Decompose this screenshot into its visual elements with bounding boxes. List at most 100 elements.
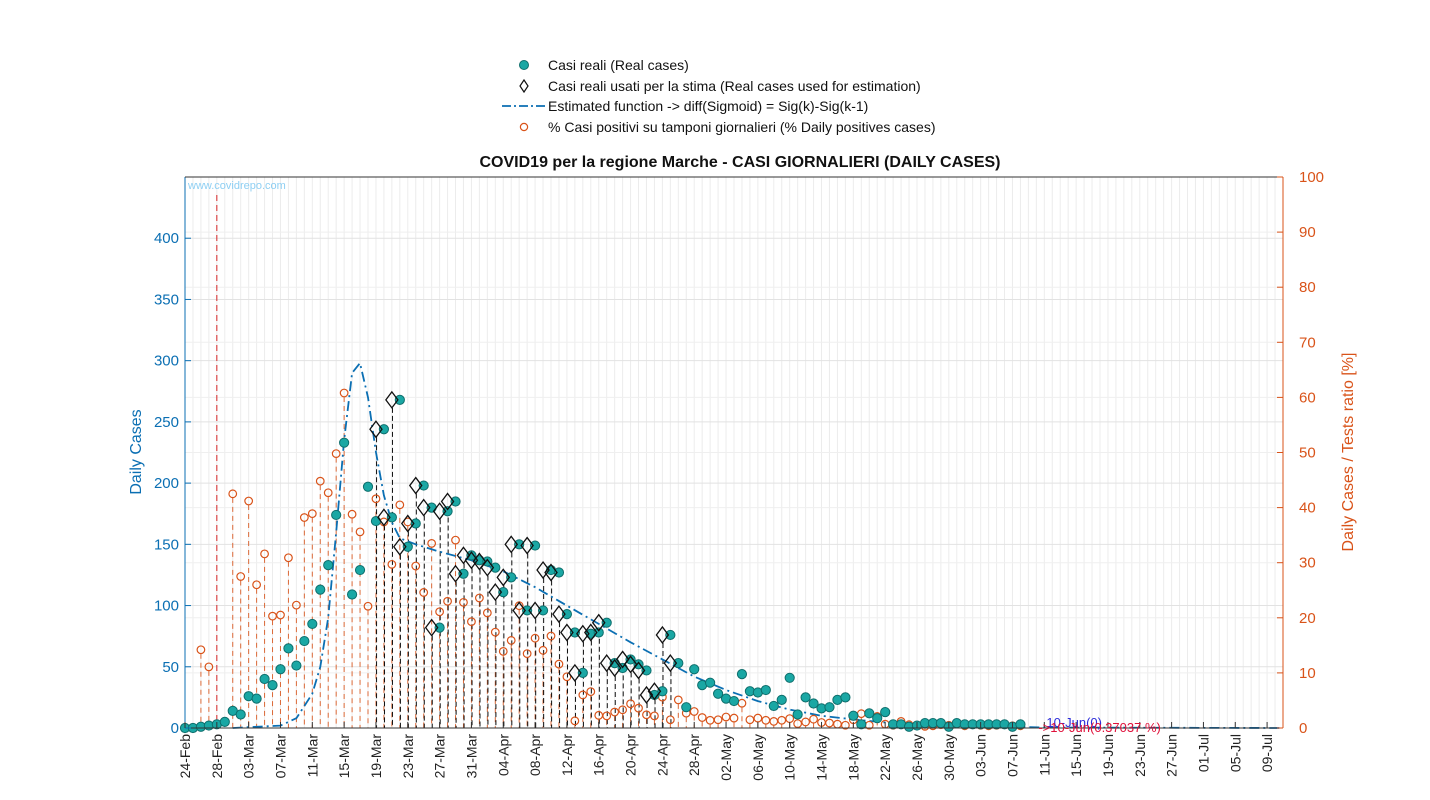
pct-point xyxy=(713,715,723,725)
pct-point xyxy=(307,509,317,519)
used-point xyxy=(504,535,519,554)
pct-point xyxy=(840,720,850,730)
real-point xyxy=(824,702,835,713)
real-point xyxy=(386,512,397,523)
real-point xyxy=(339,437,350,448)
pct-point xyxy=(482,608,492,618)
used-point xyxy=(512,601,526,620)
pct-point xyxy=(562,672,572,682)
used-point xyxy=(552,605,566,624)
real-point xyxy=(864,708,875,719)
pct-point xyxy=(411,561,421,571)
pct-point xyxy=(252,580,262,590)
x-tick-label: 19-Mar xyxy=(368,734,384,779)
pct-point xyxy=(236,572,246,581)
pct-point xyxy=(451,535,460,545)
pct-point xyxy=(506,635,516,645)
pct-point xyxy=(498,647,508,656)
pct-point xyxy=(618,705,628,715)
real-point xyxy=(259,673,270,685)
x-tick-label: 04-Apr xyxy=(495,734,511,776)
real-point xyxy=(625,654,636,665)
real-point xyxy=(529,540,541,551)
x-tick-label: 01-Jul xyxy=(1195,734,1211,772)
real-point xyxy=(458,568,469,579)
real-point xyxy=(728,695,740,707)
pct-point xyxy=(355,527,365,537)
pct-point xyxy=(809,714,818,724)
real-point xyxy=(490,562,501,573)
used-point xyxy=(496,568,511,587)
real-point xyxy=(323,560,334,571)
pct-point xyxy=(530,633,540,643)
x-tick-label: 28-Apr xyxy=(686,734,702,776)
pct-point xyxy=(228,489,238,499)
y-right-tick-label: 0 xyxy=(1299,720,1307,737)
y-right-tick-label: 60 xyxy=(1299,389,1316,406)
used-point xyxy=(560,623,574,642)
x-tick-label: 07-Mar xyxy=(273,734,289,779)
used-point xyxy=(607,658,622,678)
pct-point xyxy=(474,593,484,603)
pct-point xyxy=(435,607,445,617)
real-point xyxy=(705,677,716,688)
pct-point xyxy=(745,715,755,725)
pct-point xyxy=(546,631,556,641)
real-point xyxy=(553,567,565,578)
legend-pct-label: % Casi positivi su tamponi giornalieri (… xyxy=(548,118,936,135)
real-point xyxy=(657,686,668,697)
real-point xyxy=(760,684,771,696)
real-point xyxy=(601,617,612,628)
pct-point xyxy=(689,707,699,716)
y-right-tick-label: 80 xyxy=(1299,279,1316,296)
real-point xyxy=(633,659,644,670)
real-point xyxy=(665,629,676,641)
y-right-tick-label: 90 xyxy=(1299,224,1316,241)
legend-dashdot-line-icon xyxy=(502,105,546,108)
used-point xyxy=(639,685,654,705)
y-left-tick-label: 50 xyxy=(162,659,179,676)
x-tick-label: 12-Apr xyxy=(559,734,575,776)
x-tick-label: 27-Jun xyxy=(1164,734,1180,777)
used-point xyxy=(385,390,399,409)
pct-point xyxy=(634,703,643,713)
pct-point xyxy=(459,597,468,607)
real-point xyxy=(331,509,342,521)
pct-point xyxy=(196,645,206,655)
real-point xyxy=(442,506,453,517)
used-point xyxy=(377,508,391,527)
pct-point xyxy=(538,645,548,655)
used-point xyxy=(520,536,534,555)
x-tick-label: 06-May xyxy=(750,734,766,781)
pct-point xyxy=(371,494,381,504)
y-right-tick-label: 70 xyxy=(1299,334,1316,351)
y-left-tick-label: 150 xyxy=(154,536,179,553)
used-point xyxy=(424,618,439,637)
real-point xyxy=(370,515,382,527)
used-series-layer xyxy=(369,390,678,705)
grid-layer xyxy=(184,176,1284,729)
pct-point xyxy=(315,476,325,486)
legend-fit-label: Estimated function -> diff(Sigmoid) = Si… xyxy=(548,98,869,115)
pct-point xyxy=(801,717,811,727)
real-point xyxy=(410,518,421,529)
x-tick-label: 14-May xyxy=(814,734,830,781)
x-tick-label: 28-Feb xyxy=(209,734,225,779)
annotation-red-text: ->10-Jun(0.37037 %) xyxy=(1038,720,1161,735)
real-point xyxy=(307,618,318,630)
legend-real-label: Casi reali (Real cases) xyxy=(548,57,689,74)
real-point xyxy=(561,609,573,620)
pct-point xyxy=(610,707,620,717)
pct-point xyxy=(490,627,500,637)
used-point xyxy=(576,624,590,643)
real-point xyxy=(402,541,413,552)
legend-item-used: Casi reali usati per la stima (Real case… xyxy=(500,76,1020,97)
pct-point xyxy=(729,713,739,723)
real-point xyxy=(219,716,230,727)
pct-point xyxy=(665,715,675,725)
real-point xyxy=(880,706,891,718)
used-point xyxy=(615,650,630,669)
real-point xyxy=(354,564,366,576)
y-left-tick-label: 300 xyxy=(154,353,179,370)
